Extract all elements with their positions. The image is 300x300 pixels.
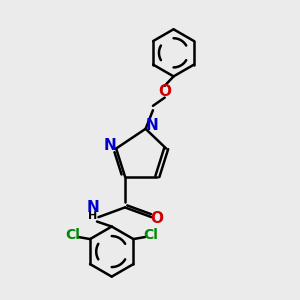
Text: O: O	[158, 84, 171, 99]
Text: O: O	[150, 211, 163, 226]
Text: Cl: Cl	[144, 228, 158, 242]
Text: Cl: Cl	[65, 228, 80, 242]
Text: H: H	[88, 211, 97, 221]
Text: N: N	[103, 138, 116, 153]
Text: N: N	[146, 118, 158, 134]
Text: N: N	[86, 200, 99, 215]
